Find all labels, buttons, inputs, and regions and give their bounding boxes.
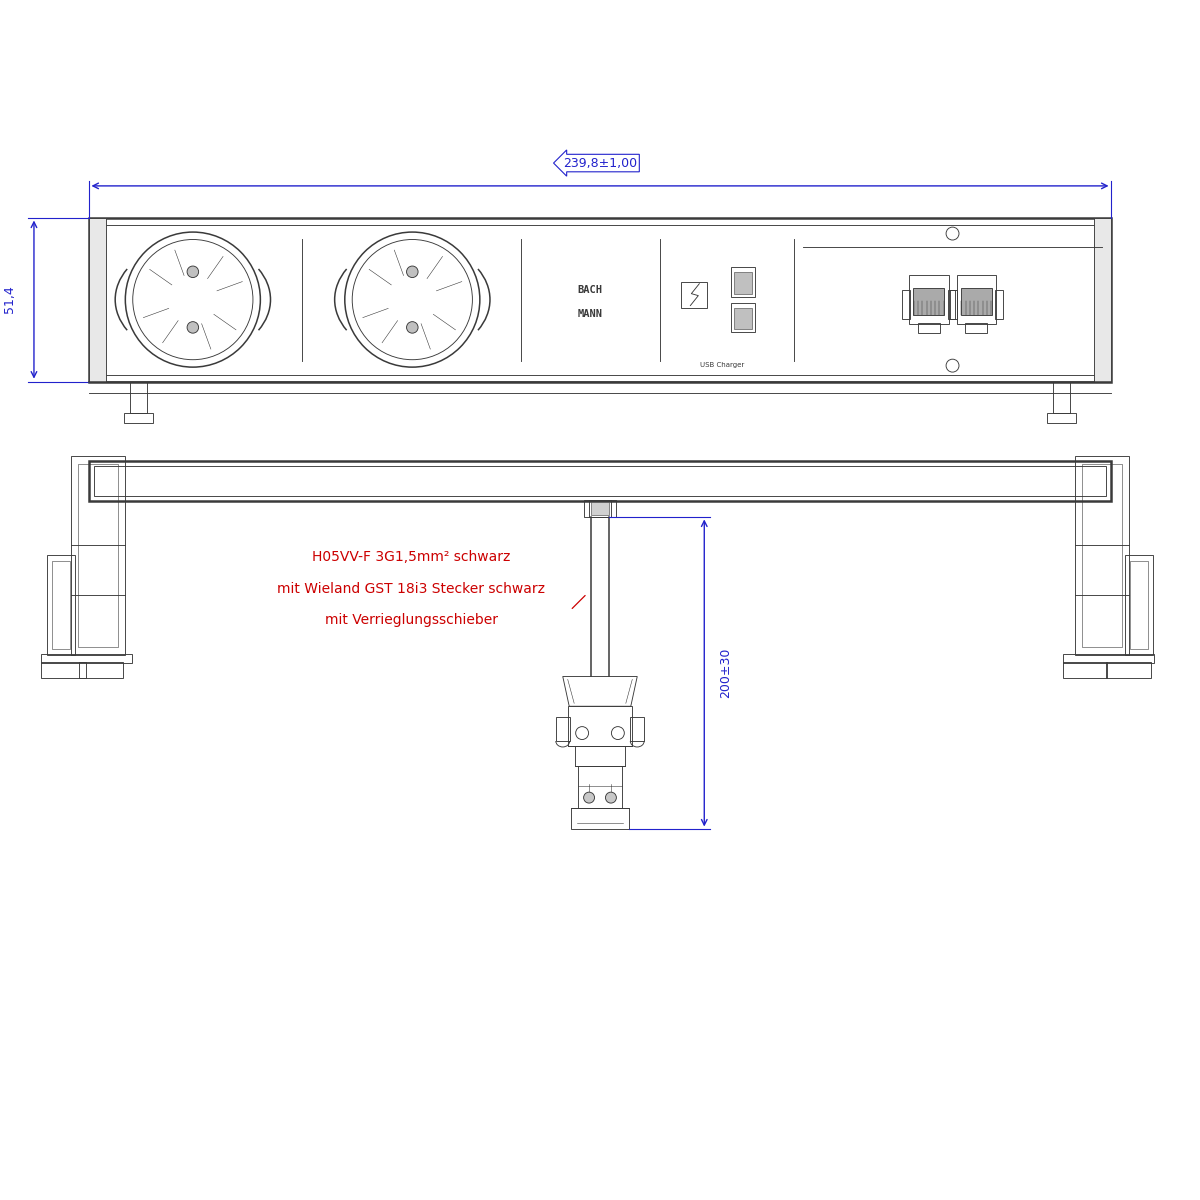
Bar bbox=[918, 324, 940, 334]
Circle shape bbox=[946, 227, 959, 240]
Bar bbox=[71, 456, 125, 655]
Bar bbox=[908, 275, 948, 324]
Circle shape bbox=[407, 322, 418, 334]
Bar bbox=[89, 217, 107, 382]
Bar bbox=[575, 746, 625, 766]
Circle shape bbox=[606, 792, 617, 803]
Bar bbox=[902, 289, 910, 319]
Bar bbox=[913, 288, 944, 316]
Bar bbox=[734, 307, 752, 329]
Text: 51,4: 51,4 bbox=[2, 286, 16, 313]
Text: H05VV-F 3G1,5mm² schwarz: H05VV-F 3G1,5mm² schwarz bbox=[312, 550, 510, 564]
Text: 239,8±1,00: 239,8±1,00 bbox=[563, 156, 637, 169]
Circle shape bbox=[576, 727, 588, 739]
Bar bbox=[956, 275, 996, 324]
Bar bbox=[589, 499, 611, 516]
Bar bbox=[89, 461, 1111, 500]
Bar bbox=[96, 224, 1104, 374]
Bar bbox=[1081, 464, 1122, 647]
Bar bbox=[568, 707, 632, 746]
Circle shape bbox=[187, 266, 199, 277]
Bar bbox=[966, 324, 988, 334]
Circle shape bbox=[612, 727, 624, 739]
Text: mit Verrieglungsschieber: mit Verrieglungsschieber bbox=[325, 613, 498, 628]
Text: USB Charger: USB Charger bbox=[700, 361, 744, 367]
Bar bbox=[78, 464, 119, 647]
Bar bbox=[734, 271, 752, 294]
Bar bbox=[630, 718, 644, 742]
Bar bbox=[731, 302, 755, 332]
Bar bbox=[556, 718, 570, 742]
Bar bbox=[731, 266, 755, 296]
Bar bbox=[578, 766, 622, 808]
Bar bbox=[41, 661, 85, 678]
Bar bbox=[131, 382, 148, 413]
Bar bbox=[995, 289, 1003, 319]
Bar bbox=[1126, 556, 1153, 655]
Text: mit Wieland GST 18i3 Stecker schwarz: mit Wieland GST 18i3 Stecker schwarz bbox=[277, 582, 545, 595]
Bar bbox=[1106, 661, 1151, 678]
Text: MANN: MANN bbox=[577, 308, 602, 318]
Bar bbox=[571, 808, 629, 829]
Bar bbox=[94, 466, 1106, 496]
Bar bbox=[584, 499, 616, 516]
Bar bbox=[1063, 661, 1108, 678]
Bar bbox=[1063, 654, 1154, 662]
Bar bbox=[1075, 456, 1129, 655]
Bar bbox=[79, 661, 124, 678]
Bar bbox=[592, 502, 608, 515]
Bar bbox=[1093, 217, 1111, 382]
Circle shape bbox=[946, 359, 959, 372]
Circle shape bbox=[407, 266, 418, 277]
Bar bbox=[47, 556, 74, 655]
Bar bbox=[682, 282, 707, 307]
Bar bbox=[1130, 562, 1148, 649]
Bar bbox=[1046, 413, 1075, 424]
Text: BACH: BACH bbox=[577, 284, 602, 295]
Circle shape bbox=[187, 322, 199, 334]
Bar bbox=[89, 217, 1111, 382]
Bar bbox=[961, 288, 991, 316]
Bar bbox=[1052, 382, 1069, 413]
Circle shape bbox=[583, 792, 594, 803]
Bar bbox=[41, 654, 132, 662]
Bar bbox=[52, 562, 70, 649]
Text: 200±30: 200±30 bbox=[720, 648, 733, 698]
Bar bbox=[950, 289, 958, 319]
Bar bbox=[125, 413, 154, 424]
Bar bbox=[948, 289, 955, 319]
